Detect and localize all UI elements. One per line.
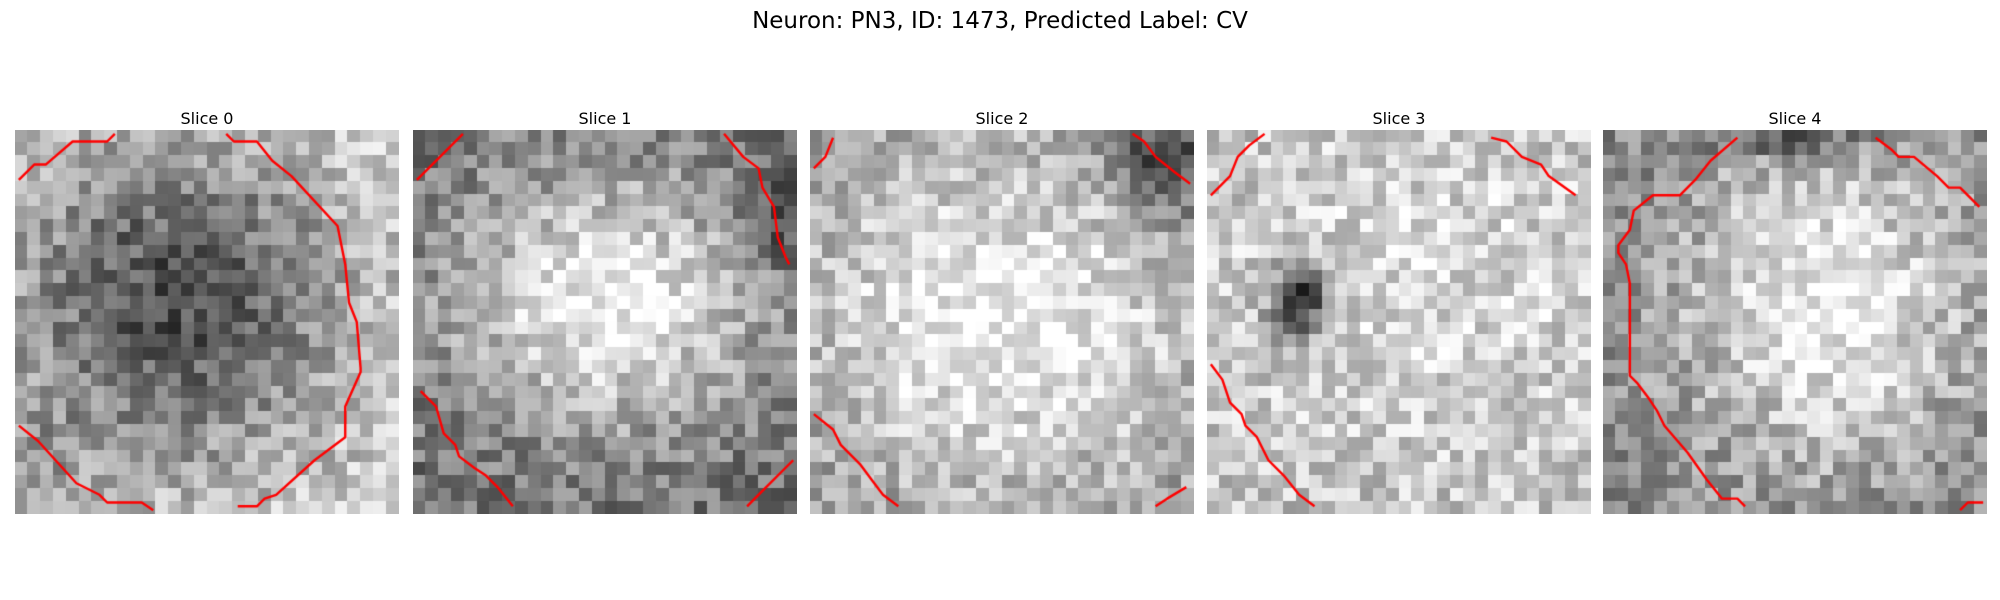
slice-title-3: Slice 3 (1372, 109, 1426, 128)
slice-image-2 (810, 130, 1194, 514)
slice-image-1 (413, 130, 797, 514)
slice-panel-4: Slice 4 (1603, 108, 1987, 514)
slice-title-0: Slice 0 (180, 109, 234, 128)
slice-image-0 (15, 130, 399, 514)
slice-image-3 (1207, 130, 1591, 514)
slice-title-1: Slice 1 (578, 109, 632, 128)
slice-panel-3: Slice 3 (1207, 108, 1591, 514)
slice-panel-1: Slice 1 (413, 108, 797, 514)
slice-title-4: Slice 4 (1768, 109, 1822, 128)
slice-panel-2: Slice 2 (810, 108, 1194, 514)
figure-title: Neuron: PN3, ID: 1473, Predicted Label: … (752, 8, 1248, 34)
slice-image-4 (1603, 130, 1987, 514)
slice-panel-0: Slice 0 (15, 108, 399, 514)
slice-title-2: Slice 2 (975, 109, 1029, 128)
